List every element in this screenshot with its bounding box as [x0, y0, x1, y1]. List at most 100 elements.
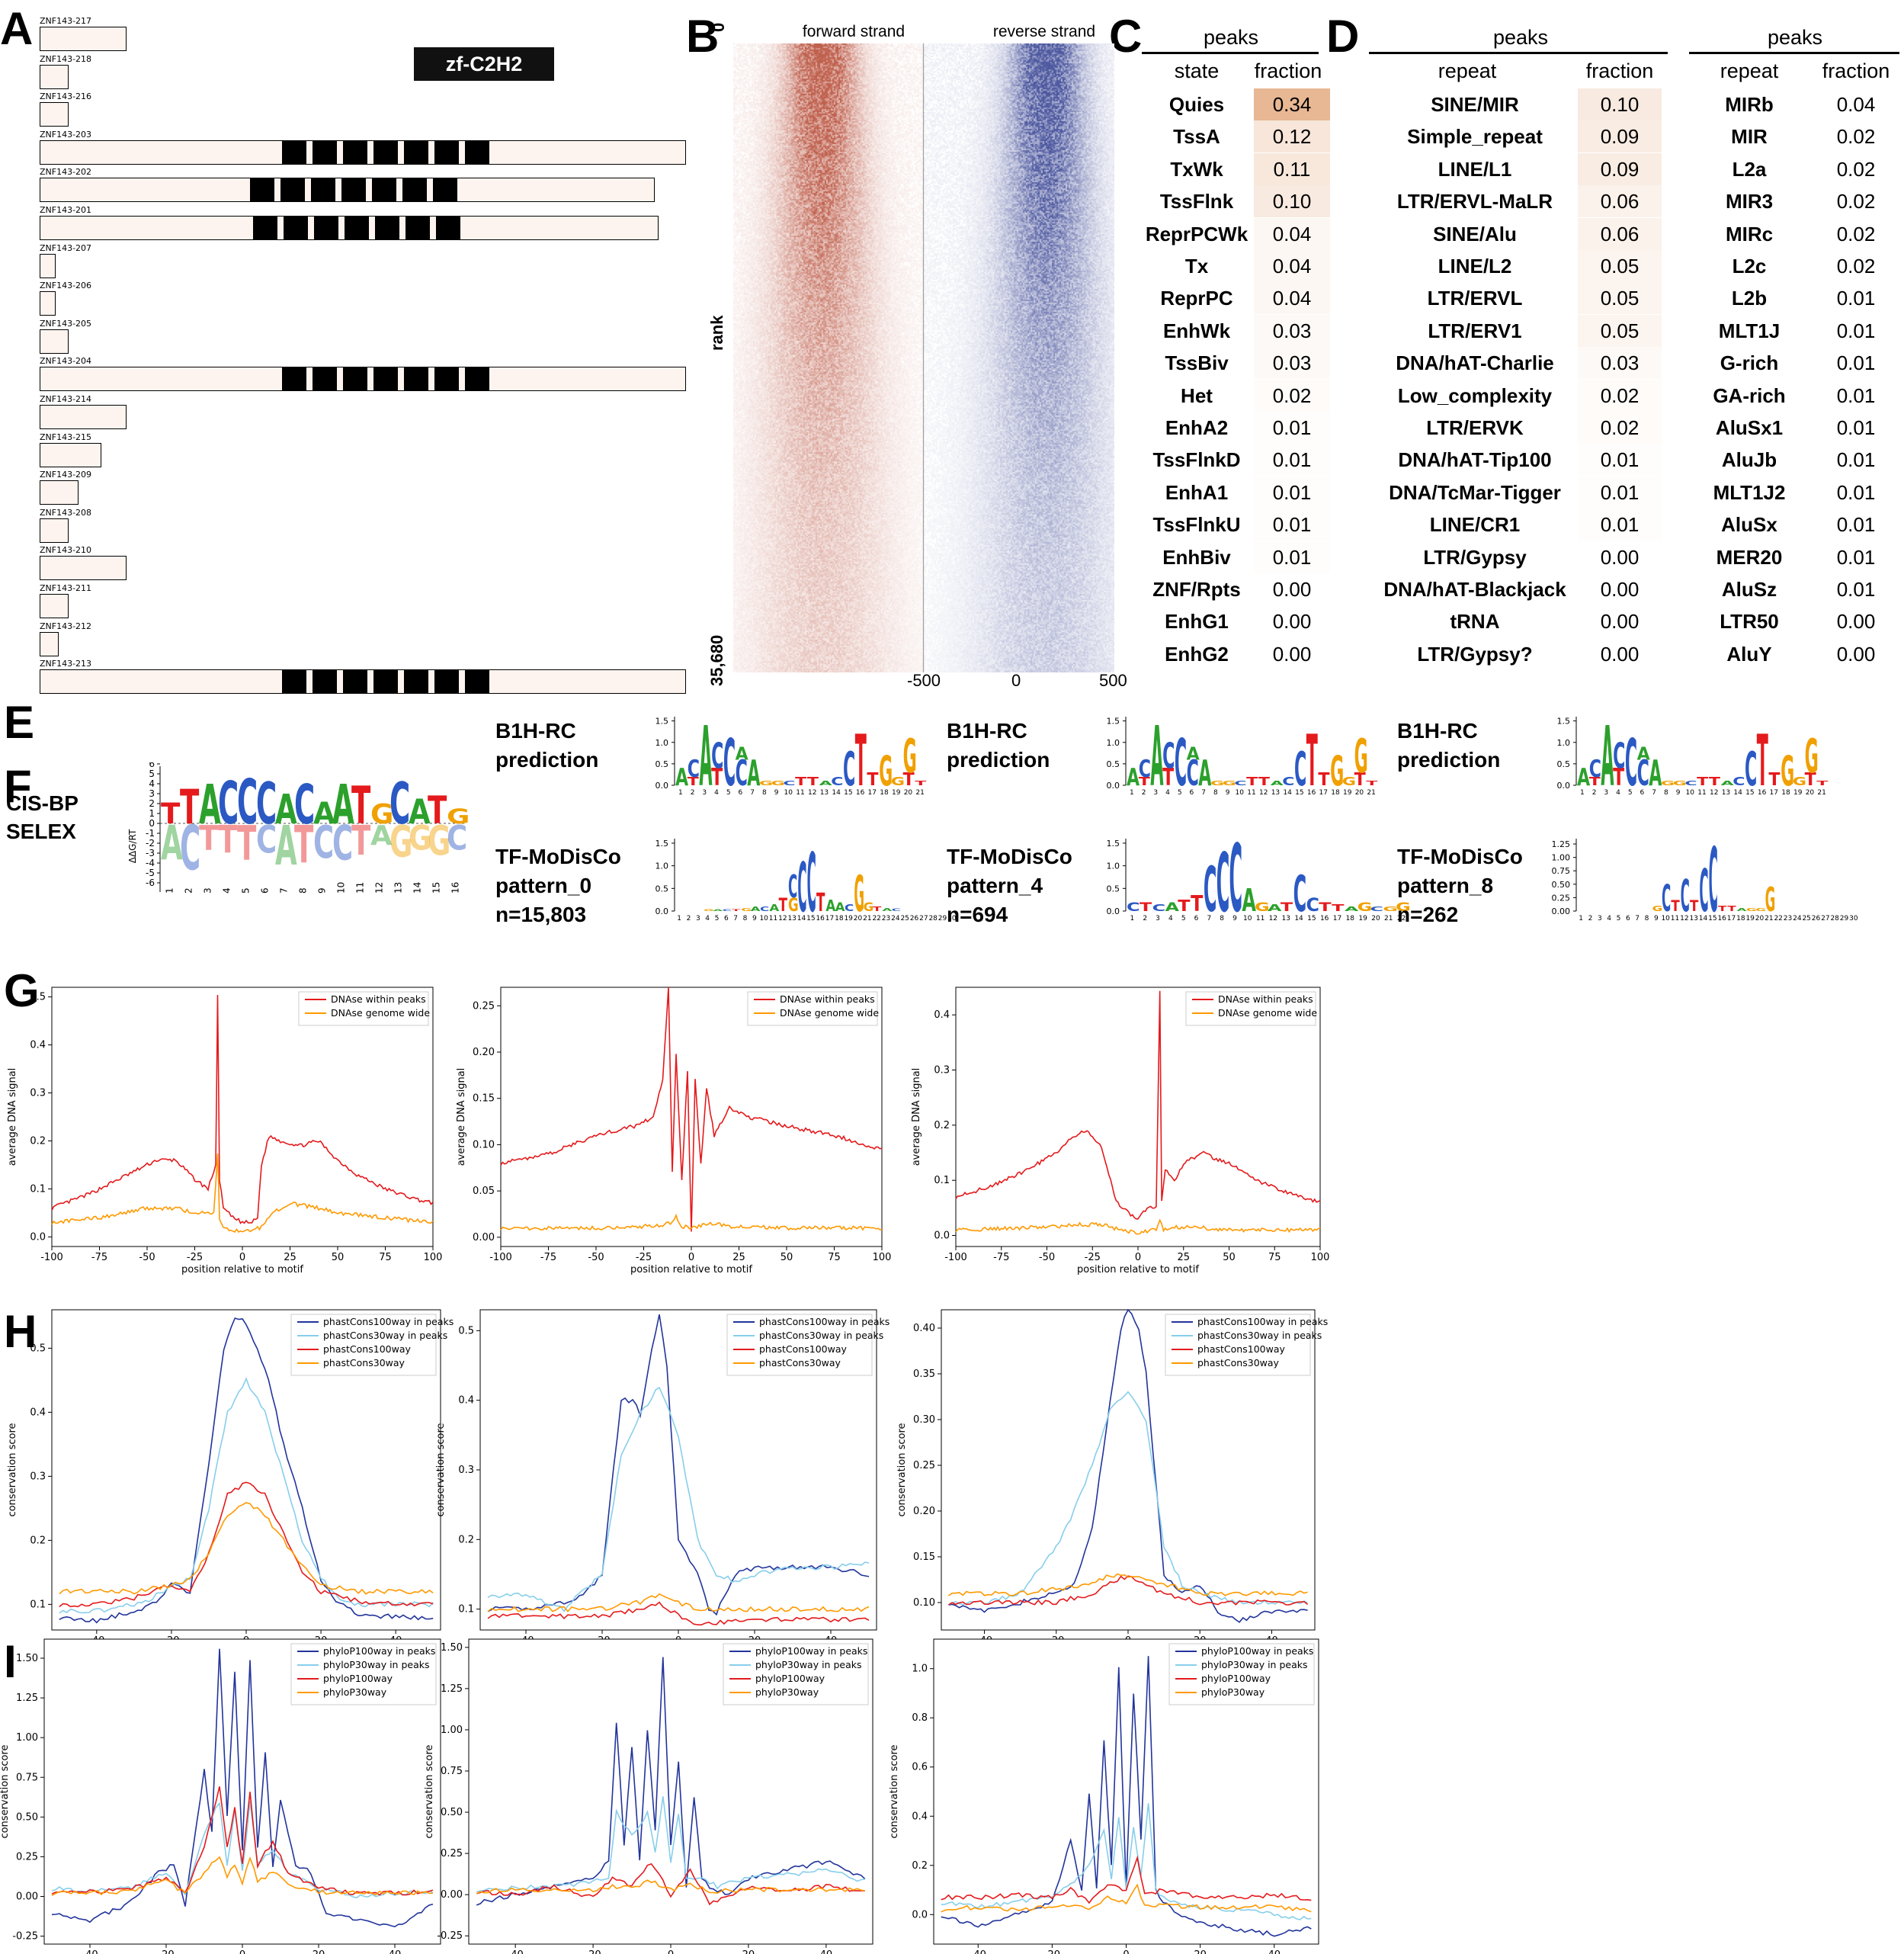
- zinc-finger-domain: [252, 216, 277, 240]
- logo-letter: G: [864, 900, 874, 914]
- table-row-value: 0.04: [1836, 93, 1876, 116]
- table-row-label: LTR/Gypsy?: [1417, 642, 1533, 666]
- zf-c2h2-legend: zf-C2H2: [414, 47, 554, 81]
- isoform-label: ZNF143-217: [40, 16, 92, 26]
- b1h-label: B1H-RC prediction: [1397, 717, 1500, 775]
- logo-letter: G: [1661, 780, 1675, 787]
- table-row-value: 0.02: [1836, 157, 1876, 181]
- cisbp-x-tick: 3: [203, 887, 213, 894]
- logo-letter: A: [1271, 780, 1284, 787]
- logo-position-label: 5: [715, 915, 720, 922]
- table-row-label: AluY: [1726, 642, 1772, 666]
- logo-position-label: 10: [784, 789, 793, 797]
- x-tick-label: 20: [313, 1949, 325, 1954]
- table-row-label: Quies: [1168, 93, 1225, 116]
- table-row-value: 0.01: [1254, 412, 1330, 444]
- isoform-label: ZNF143-208: [40, 507, 92, 518]
- cisbp-tick-label: -4: [146, 858, 155, 868]
- legend-label: phyloP100way in peaks: [1201, 1645, 1313, 1657]
- logo-position-label: 18: [1736, 915, 1745, 922]
- zinc-finger-domain: [432, 178, 457, 203]
- logo-letter: C: [1187, 752, 1199, 794]
- logo-letter: A: [1150, 711, 1163, 806]
- cisbp-x-tick: 10: [336, 882, 347, 894]
- series-line: [59, 1481, 434, 1608]
- logo-tick-label: 1.5: [1107, 839, 1120, 849]
- logo-tick-label: 1.5: [1107, 717, 1120, 727]
- table-row-label: AluSx1: [1715, 416, 1784, 439]
- y-tick-label: 0.35: [913, 1368, 935, 1380]
- logo-letter: G: [788, 894, 799, 916]
- cisbp-x-tick: 2: [184, 887, 194, 894]
- table-d2-col2: fraction: [1822, 59, 1890, 82]
- table-row-label: L2b: [1731, 287, 1768, 310]
- zinc-finger-domain: [465, 669, 489, 695]
- logo-position-label: 4: [714, 789, 719, 797]
- legend-box: [290, 1643, 437, 1705]
- table-d2-col1: repeat: [1720, 59, 1779, 82]
- logo-letter: A: [713, 909, 723, 912]
- logo-position-label: 24: [891, 915, 900, 922]
- logo-position-label: 3: [1598, 915, 1602, 922]
- logo-letter: T: [1139, 775, 1150, 788]
- x-tick-label: -50: [588, 1252, 604, 1263]
- logo-letter: T: [428, 789, 447, 833]
- logo-tick-label: 0.5: [1107, 884, 1120, 894]
- logo-tick-label: 0.50: [1552, 880, 1571, 890]
- zinc-finger-domain: [434, 367, 459, 392]
- logo-letter: G: [409, 818, 431, 858]
- table-row-label: EnhWk: [1162, 319, 1231, 342]
- logo-position-label: 15: [844, 789, 852, 797]
- logo-letter: T: [199, 818, 218, 858]
- logo-letter: T: [732, 909, 741, 912]
- logo-letter: C: [688, 756, 700, 783]
- logo-letter: A: [1165, 900, 1179, 914]
- zinc-finger-domain: [310, 178, 335, 203]
- legend-label: phastCons30way in peaks: [1197, 1330, 1322, 1341]
- logo-position-label: 21: [915, 789, 924, 797]
- logo-position-label: 13: [1689, 915, 1697, 922]
- x-tick-label: 75: [828, 1252, 841, 1263]
- y-tick-label: 0.10: [473, 1139, 495, 1150]
- cisbp-x-tick: 14: [412, 882, 423, 894]
- logo-letter: G: [1746, 908, 1757, 913]
- logo-position-label: 4: [1607, 915, 1611, 922]
- y-tick-label: 0.3: [30, 1088, 46, 1099]
- logo-letter: G: [903, 729, 917, 784]
- series-line: [947, 1573, 1308, 1596]
- logo-position-label: 16: [816, 915, 825, 922]
- logo-position-label: 6: [1190, 789, 1194, 797]
- x-tick-label: -75: [993, 1252, 1009, 1263]
- y-tick-label: -0.25: [437, 1930, 463, 1942]
- y-tick-label: 0.2: [30, 1535, 46, 1546]
- logo-position-label: 2: [1142, 789, 1146, 797]
- y-tick-label: 0.2: [458, 1534, 474, 1545]
- table-row-label: EnhG2: [1165, 642, 1229, 666]
- legend-label: DNAse within peaks: [780, 993, 875, 1005]
- logo-letter: T: [903, 770, 915, 791]
- legend-label: phyloP30way: [755, 1686, 819, 1698]
- logo-letter: A: [736, 744, 749, 765]
- y-tick-label: 0.1: [30, 1183, 46, 1195]
- logo-position-label: 5: [1617, 915, 1621, 922]
- zinc-finger-domain: [373, 140, 398, 165]
- logo-position-label: 7: [1652, 789, 1656, 797]
- logo-letter: T: [1140, 900, 1152, 914]
- logo-position-label: 8: [1645, 915, 1649, 922]
- logo-position-label: 12: [1259, 789, 1268, 797]
- x-axis-label: position relative to motif: [181, 1264, 303, 1275]
- logo-position-label: 30: [1849, 915, 1858, 922]
- logo-position-label: 14: [1283, 789, 1292, 797]
- table-row-value: 0.06: [1578, 217, 1662, 250]
- table-row-label: DNA/hAT-Charlie: [1396, 351, 1554, 375]
- logo-position-label: 14: [1733, 789, 1742, 797]
- tfmodisco-label: TF-MoDisCo pattern_4 n=694: [947, 842, 1072, 929]
- logo-letter: G: [1396, 900, 1411, 914]
- logo-letter: T: [237, 816, 256, 871]
- panel-letter-e: E: [4, 697, 35, 748]
- table-row-label: Simple_repeat: [1407, 125, 1543, 149]
- cisbp-tick-label: 6: [149, 762, 155, 769]
- legend-label: phastCons100way: [759, 1343, 847, 1355]
- logo-position-label: 4: [1165, 789, 1170, 797]
